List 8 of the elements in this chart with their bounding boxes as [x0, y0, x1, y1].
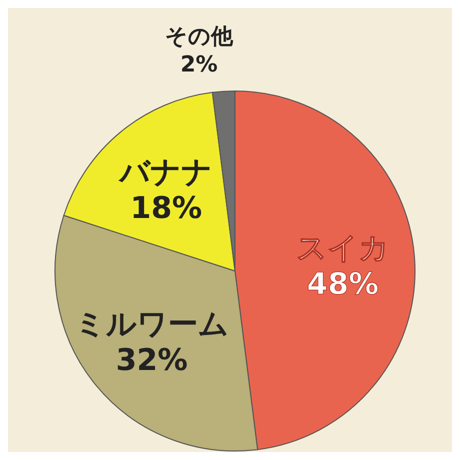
slice-label: その他	[165, 24, 234, 50]
slice-label: ミルワーム	[74, 306, 229, 342]
slice-label: スイカ	[296, 231, 390, 266]
data-label: 18%	[130, 190, 202, 226]
slice-label: バナナ	[118, 154, 213, 190]
data-label: 48%	[306, 267, 379, 302]
data-label: 32%	[116, 342, 188, 378]
data-label: 2%	[180, 52, 218, 78]
